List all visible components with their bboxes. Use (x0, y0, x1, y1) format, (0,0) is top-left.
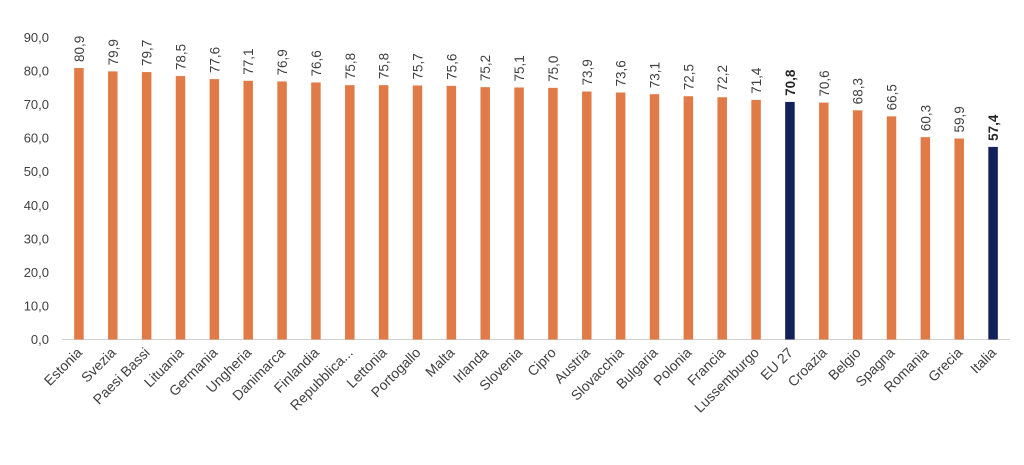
y-tick-label: 30,0 (24, 231, 49, 246)
bar (209, 79, 220, 340)
data-label: 73,6 (614, 60, 629, 86)
bar (345, 85, 355, 340)
data-label: 75,0 (546, 56, 561, 82)
y-tick-label: 70,0 (24, 97, 49, 112)
data-label: 75,1 (512, 55, 527, 81)
data-label: 73,1 (648, 62, 663, 88)
bar (548, 87, 558, 340)
y-axis: 0,0 10,0 20,0 30,0 40,0 50,0 60,0 70,0 80,0 90,0 (24, 30, 49, 347)
y-tick-label: 60,0 (24, 131, 49, 146)
y-tick-label: 40,0 (24, 198, 49, 213)
data-label: 70,8 (783, 69, 798, 96)
data-label: 60,3 (918, 105, 933, 131)
bar (412, 85, 423, 340)
data-label: 68,3 (851, 78, 866, 104)
data-label: 79,9 (106, 39, 121, 65)
bar (480, 87, 490, 340)
bar (751, 99, 761, 340)
bar (649, 94, 660, 340)
bar (311, 82, 321, 340)
bar (852, 110, 863, 340)
data-label: 73,9 (580, 59, 595, 85)
data-label: 75,2 (478, 55, 493, 81)
bar (717, 97, 727, 340)
data-label: 75,6 (444, 54, 459, 80)
data-label: 76,9 (275, 49, 290, 75)
y-tick-label: 50,0 (24, 164, 49, 179)
data-label: 75,8 (343, 53, 358, 79)
data-label: 75,7 (411, 53, 426, 79)
y-tick-label: 10,0 (24, 298, 49, 313)
bar (277, 81, 287, 340)
y-tick-label: 90,0 (24, 30, 49, 45)
data-label: 79,7 (140, 40, 155, 66)
data-label: 75,8 (377, 53, 392, 79)
data-label: 80,9 (72, 36, 87, 62)
data-label: 70,6 (817, 70, 832, 96)
data-label: 66,5 (885, 84, 900, 110)
bar (108, 71, 118, 340)
bar (74, 68, 84, 340)
bar (785, 101, 795, 340)
y-tick-label: 0,0 (31, 332, 49, 347)
bar (683, 96, 694, 340)
bar (175, 76, 186, 340)
bar (446, 85, 457, 340)
bar (141, 72, 152, 340)
category-label: Italia (967, 344, 999, 376)
data-label: 77,1 (241, 49, 256, 75)
bar (886, 116, 897, 340)
y-tick-label: 80,0 (24, 64, 49, 79)
y-tick-label: 20,0 (24, 265, 49, 280)
bar (378, 85, 389, 340)
category-label: Grecia (925, 344, 966, 385)
bar (615, 92, 626, 340)
data-label: 76,6 (309, 50, 324, 76)
bar (243, 80, 253, 340)
data-label: 72,2 (715, 65, 730, 91)
data-labels: 80,9 79,9 79,7 78,5 77,6 77,1 76,9 76,6 75,8 75,8… (72, 36, 1001, 141)
data-label: 57,4 (986, 114, 1001, 141)
data-label: 71,4 (749, 67, 764, 94)
bars (74, 68, 998, 340)
data-label: 59,9 (952, 106, 967, 132)
bar (819, 102, 829, 340)
category-label: Estonia (41, 344, 85, 388)
bar (954, 138, 964, 340)
data-label: 72,5 (681, 64, 696, 90)
bar (514, 87, 524, 340)
bar (582, 91, 592, 340)
bar (988, 146, 998, 340)
data-label: 77,6 (207, 47, 222, 73)
data-label: 78,5 (174, 44, 189, 70)
bar (920, 137, 931, 340)
